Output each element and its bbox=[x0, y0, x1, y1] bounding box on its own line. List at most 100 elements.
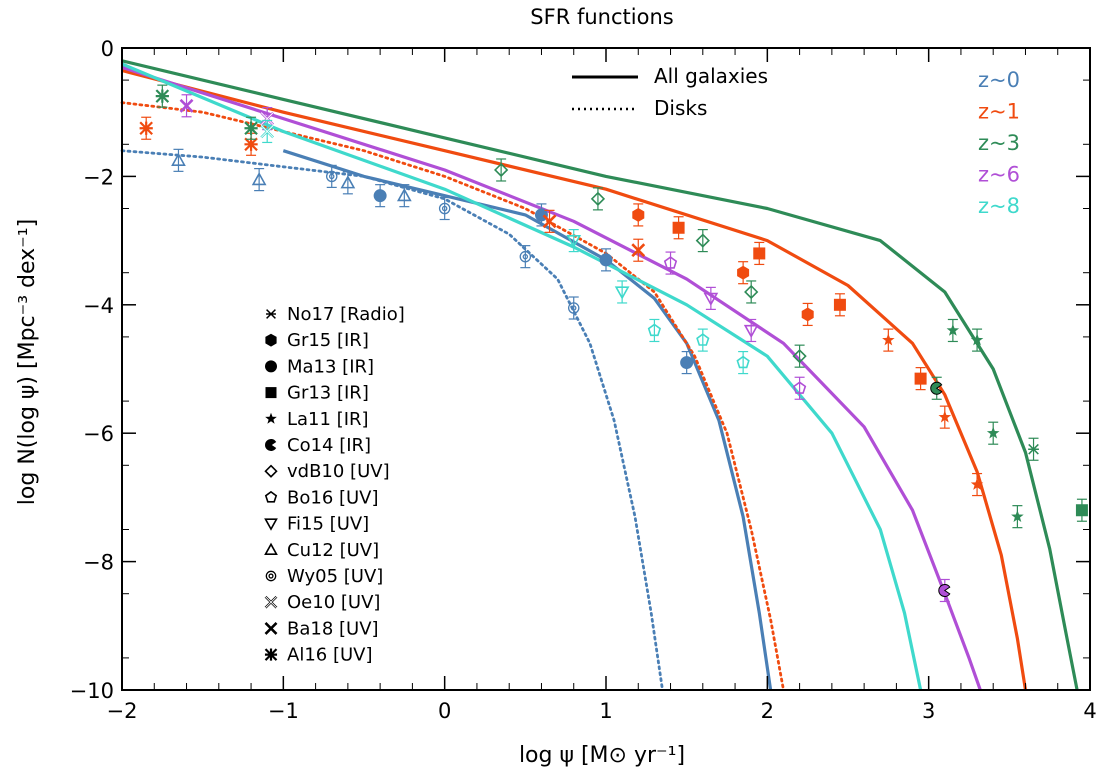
marker-legend-item: Ma13 [IR] bbox=[265, 356, 374, 377]
data-point-triangle-up-open bbox=[171, 148, 186, 172]
data-point-star-filled bbox=[970, 472, 984, 497]
marker-legend-item: Co14 [IR] bbox=[265, 435, 371, 456]
redshift-legend-item: z~0 bbox=[978, 68, 1020, 92]
marker-legend-label: Wy05 [UV] bbox=[287, 566, 383, 587]
data-point-star-filled bbox=[986, 421, 1000, 445]
marker-legend-item: vdB10 [UV] bbox=[264, 461, 390, 482]
data-point-hexagon-filled bbox=[632, 203, 645, 227]
curve-z0-dotted bbox=[120, 149, 664, 692]
marker-legend-item: Gr15 [IR] bbox=[265, 330, 369, 351]
y-tick-label: 0 bbox=[101, 37, 114, 61]
y-tick-label: −10 bbox=[70, 679, 114, 703]
data-point-asterisk-bold bbox=[155, 84, 170, 108]
style-legend: All galaxies Disks bbox=[572, 64, 768, 120]
marker-legend-label: Cu12 [UV] bbox=[287, 540, 379, 561]
marker-legend-item: Cu12 [UV] bbox=[264, 540, 379, 561]
redshift-legend-item: z~1 bbox=[978, 100, 1020, 124]
x-tick-label: 4 bbox=[1083, 699, 1096, 723]
data-point-spiral bbox=[519, 245, 532, 269]
marker-legend-label: Ba18 [UV] bbox=[287, 618, 379, 639]
data-point-circle-filled bbox=[599, 248, 613, 272]
points-layer bbox=[139, 84, 1088, 603]
data-point-pentagon-open bbox=[736, 350, 750, 375]
marker-legend-item: Gr13 [IR] bbox=[265, 383, 369, 404]
marker-legend-item: Bo16 [UV] bbox=[264, 487, 379, 508]
data-point-pacman-filled bbox=[938, 578, 951, 603]
data-point-star-filled bbox=[970, 328, 984, 352]
marker-legend-item: No17 [Radio] bbox=[266, 304, 405, 325]
curves-layer bbox=[120, 59, 1079, 692]
data-point-triangle-up-open bbox=[340, 171, 356, 195]
marker-legend-item: La11 [IR] bbox=[265, 409, 369, 430]
data-point-diamond-open bbox=[792, 344, 807, 368]
marker-legend-item: Wy05 [UV] bbox=[265, 566, 383, 587]
data-point-pentagon-open bbox=[792, 376, 807, 400]
marker-legend-label: Co14 [IR] bbox=[287, 435, 371, 456]
marker-legend-label: vdB10 [UV] bbox=[287, 461, 390, 482]
data-point-pacman-filled bbox=[930, 376, 943, 400]
data-point-triangle-down-open bbox=[614, 280, 630, 304]
marker-legend-label: Fi15 [UV] bbox=[287, 514, 369, 535]
data-point-circle-filled bbox=[373, 184, 387, 208]
y-tick-label: −4 bbox=[83, 294, 114, 318]
data-point-cross-boxed bbox=[260, 119, 275, 144]
data-point-x-thick bbox=[631, 238, 646, 262]
marker-legend: No17 [Radio] Gr15 [IR] Ma13 [IR] Gr13 [IR] L… bbox=[264, 304, 405, 666]
data-point-pentagon-open bbox=[663, 251, 678, 275]
data-point-triangle-down-open bbox=[566, 229, 582, 253]
data-point-triangle-down-open bbox=[743, 318, 759, 343]
redshift-legend-item: z~6 bbox=[978, 163, 1020, 187]
data-point-diamond-open bbox=[590, 187, 606, 211]
marker-legend-item: Oe10 [UV] bbox=[264, 592, 380, 613]
curve-z3-solid bbox=[121, 59, 1079, 691]
x-tick-label: 1 bbox=[599, 699, 612, 723]
data-point-triangle-up-open bbox=[251, 168, 267, 192]
marker-legend-item: Ba18 [UV] bbox=[264, 618, 379, 639]
data-point-triangle-up-open bbox=[396, 184, 412, 208]
data-point-circle-filled bbox=[680, 350, 694, 375]
chart-title: SFR functions bbox=[530, 5, 673, 29]
marker-legend-label: Gr13 [IR] bbox=[287, 383, 369, 404]
data-point-spiral bbox=[438, 196, 451, 221]
style-legend-label: All galaxies bbox=[654, 64, 768, 88]
redshift-legend: z~0 z~1 z~3 z~6 z~8 bbox=[978, 68, 1020, 218]
y-tick-label: −8 bbox=[83, 551, 114, 575]
data-point-diamond-open bbox=[695, 229, 710, 253]
redshift-legend-item: z~8 bbox=[978, 194, 1020, 218]
data-point-star-filled bbox=[946, 318, 960, 343]
data-point-spiral bbox=[325, 164, 338, 188]
data-point-square-filled bbox=[672, 216, 685, 240]
curve-z8-solid bbox=[121, 62, 923, 691]
curve-z6-solid bbox=[121, 65, 982, 691]
data-point-triangle-down-open bbox=[703, 286, 719, 310]
curve-z1-solid bbox=[121, 68, 1028, 691]
data-point-star-filled bbox=[1011, 505, 1024, 529]
redshift-legend-item: z~3 bbox=[978, 131, 1020, 155]
marker-legend-label: No17 [Radio] bbox=[287, 304, 405, 325]
data-point-x-thick bbox=[542, 209, 557, 233]
y-axis-label: log N(log ψ) [Mpc⁻³ dex⁻¹] bbox=[15, 219, 40, 505]
marker-legend-item: Al16 [UV] bbox=[264, 645, 372, 666]
data-point-diamond-open bbox=[494, 158, 509, 182]
y-tick-label: −6 bbox=[83, 422, 114, 446]
x-tick-label: −1 bbox=[268, 699, 299, 723]
data-point-asterisk-bold bbox=[139, 116, 153, 140]
y-tick-label: −2 bbox=[83, 165, 114, 189]
data-point-diamond-open bbox=[744, 280, 759, 304]
marker-legend-label: Gr15 [IR] bbox=[287, 330, 369, 351]
data-point-pentagon-open bbox=[696, 328, 710, 352]
marker-legend-label: Oe10 [UV] bbox=[287, 592, 380, 613]
data-point-asterisk-bold bbox=[244, 116, 258, 140]
data-point-x-thick bbox=[179, 94, 194, 118]
marker-legend-item: Fi15 [UV] bbox=[264, 514, 369, 535]
x-tick-label: 0 bbox=[438, 699, 451, 723]
style-legend-label: Disks bbox=[654, 96, 707, 120]
marker-legend-label: Bo16 [UV] bbox=[287, 487, 379, 508]
data-point-star-filled bbox=[938, 405, 952, 429]
x-tick-label: 2 bbox=[761, 699, 774, 723]
data-point-square-filled bbox=[753, 241, 766, 266]
curve-z0-solid bbox=[282, 149, 773, 691]
data-point-square-filled bbox=[833, 293, 846, 317]
